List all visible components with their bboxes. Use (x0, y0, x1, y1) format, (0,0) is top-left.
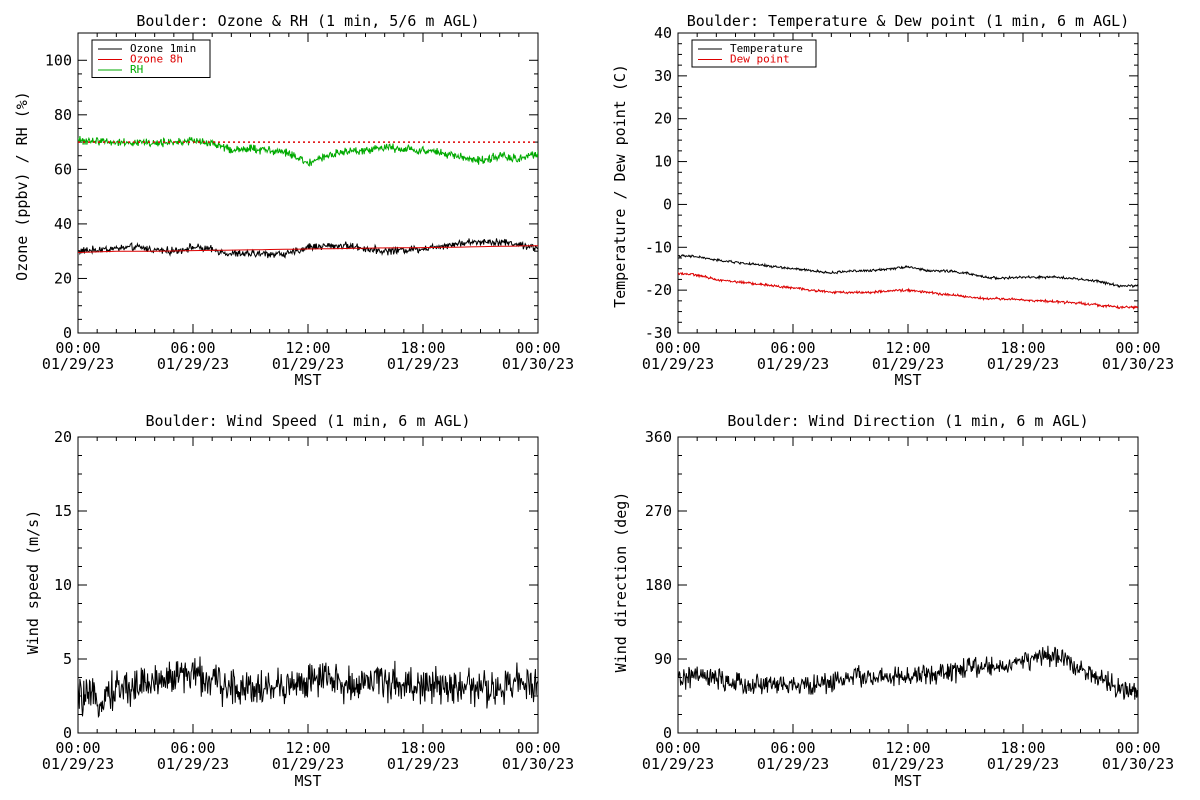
wdir-x-tick-date: 01/29/23 (757, 755, 829, 773)
wspd-x-tick-time: 06:00 (170, 739, 215, 757)
wind-speed-y-axis-label: Wind speed (m/s) (24, 510, 42, 655)
temp-x-tick-date: 01/29/23 (872, 355, 944, 373)
wspd-x-tick-time: 18:00 (400, 739, 445, 757)
wspd-y-tick-label: 15 (54, 502, 72, 520)
ozone-legend-label: RH (130, 63, 143, 76)
wspd-x-tick-date: 01/30/23 (502, 755, 574, 773)
temp-x-tick-date: 01/29/23 (642, 355, 714, 373)
temp-x-tick-time: 12:00 (885, 339, 930, 357)
ozone-x-tick-time: 12:00 (285, 339, 330, 357)
wdir-x-tick-date: 01/29/23 (987, 755, 1059, 773)
wdir-x-tick-time: 12:00 (885, 739, 930, 757)
ozone-y-tick-label: 80 (54, 106, 72, 124)
temp-x-tick-date: 01/29/23 (987, 355, 1059, 373)
wdir-x-tick-time: 18:00 (1000, 739, 1045, 757)
wspd-series-line-0 (78, 656, 538, 719)
wspd-x-tick-time: 00:00 (55, 739, 100, 757)
temp-x-tick-date: 01/30/23 (1102, 355, 1174, 373)
ozone-x-tick-date: 01/30/23 (502, 355, 574, 373)
ozone-x-tick-date: 01/29/23 (157, 355, 229, 373)
wspd-y-tick-label: 0 (63, 724, 72, 742)
wspd-y-tick-label: 10 (54, 576, 72, 594)
temp-y-tick-label: 0 (663, 195, 672, 213)
ozone-legend-label: Ozone 8h (130, 53, 183, 66)
wdir-x-tick-time: 06:00 (770, 739, 815, 757)
wspd-x-tick-date: 01/29/23 (42, 755, 114, 773)
temperature-dewpoint-y-axis-label: Temperature / Dew point (C) (611, 64, 629, 308)
temp-y-tick-label: -10 (645, 238, 672, 256)
ozone-rh-panel: Boulder: Ozone & RH (1 min, 5/6 m AGL) O… (13, 12, 574, 389)
temperature-dewpoint-title: Boulder: Temperature & Dew point (1 min,… (687, 12, 1130, 30)
wspd-x-tick-date: 01/29/23 (272, 755, 344, 773)
wind-direction-panel: Boulder: Wind Direction (1 min, 6 m AGL)… (612, 412, 1174, 790)
temperature-dewpoint-panel: Boulder: Temperature & Dew point (1 min,… (611, 12, 1174, 389)
ozone-rh-title: Boulder: Ozone & RH (1 min, 5/6 m AGL) (136, 12, 479, 30)
temp-legend-box (691, 39, 817, 68)
wdir-x-tick-date: 01/30/23 (1102, 755, 1174, 773)
ozone-x-tick-date: 01/29/23 (387, 355, 459, 373)
wind-speed-x-axis-label: MST (294, 772, 321, 790)
ozone-x-tick-time: 18:00 (400, 339, 445, 357)
temp-series-dew-point (678, 271, 1138, 310)
ozone-rh-y-axis-label: Ozone (ppbv) / RH (%) (13, 91, 31, 281)
ozone-x-tick-date: 01/29/23 (42, 355, 114, 373)
ozone-x-tick-time: 00:00 (55, 339, 100, 357)
temperature-dewpoint-x-axis-label: MST (894, 371, 921, 389)
ozone-y-tick-label: 100 (45, 51, 72, 69)
temp-x-tick-time: 18:00 (1000, 339, 1045, 357)
ozone-y-tick-label: 60 (54, 160, 72, 178)
wind-direction-title: Boulder: Wind Direction (1 min, 6 m AGL) (727, 412, 1088, 430)
wspd-x-tick-date: 01/29/23 (387, 755, 459, 773)
wspd-x-tick-date: 01/29/23 (157, 755, 229, 773)
ozone-x-tick-time: 00:00 (515, 339, 560, 357)
ozone-x-tick-time: 06:00 (170, 339, 215, 357)
wdir-y-tick-label: 360 (645, 428, 672, 446)
temp-x-tick-date: 01/29/23 (757, 355, 829, 373)
ozone-series-ozone-8h (78, 245, 538, 253)
temp-y-tick-label: 10 (654, 153, 672, 171)
wdir-y-tick-label: 90 (654, 650, 672, 668)
wdir-y-tick-label: 180 (645, 576, 672, 594)
wspd-y-tick-label: 20 (54, 428, 72, 446)
temp-y-tick-label: -30 (645, 324, 672, 342)
temp-y-tick-label: 40 (654, 24, 672, 42)
ozone-y-tick-label: 0 (63, 324, 72, 342)
wdir-x-tick-time: 00:00 (1115, 739, 1160, 757)
temp-legend-label: Dew point (730, 53, 790, 66)
wdir-x-tick-date: 01/29/23 (642, 755, 714, 773)
wdir-x-tick-time: 00:00 (655, 739, 700, 757)
ozone-legend-box (91, 39, 211, 78)
ozone-series-rh (78, 136, 538, 167)
temp-y-tick-label: -20 (645, 281, 672, 299)
wdir-series-line-0 (678, 645, 1138, 700)
temp-x-tick-time: 00:00 (1115, 339, 1160, 357)
temp-x-tick-time: 06:00 (770, 339, 815, 357)
wind-speed-panel: Boulder: Wind Speed (1 min, 6 m AGL) Win… (24, 412, 574, 790)
wspd-x-tick-time: 12:00 (285, 739, 330, 757)
wspd-x-tick-time: 00:00 (515, 739, 560, 757)
ozone-series-ozone-1min (78, 238, 538, 259)
temp-legend-label: Temperature (730, 42, 803, 55)
wdir-y-tick-label: 270 (645, 502, 672, 520)
wspd-y-tick-label: 5 (63, 650, 72, 668)
wind-direction-y-axis-label: Wind direction (deg) (612, 492, 630, 673)
wdir-x-tick-date: 01/29/23 (872, 755, 944, 773)
temp-y-tick-label: 30 (654, 67, 672, 85)
temp-series-temperature (678, 254, 1138, 289)
temp-x-tick-time: 00:00 (655, 339, 700, 357)
ozone-legend-label: Ozone 1min (130, 42, 196, 55)
temp-y-tick-label: 20 (654, 110, 672, 128)
temp-plot-frame (677, 32, 1139, 334)
wdir-y-tick-label: 0 (663, 724, 672, 742)
ozone-y-tick-label: 20 (54, 269, 72, 287)
ozone-rh-x-axis-label: MST (294, 371, 321, 389)
wind-direction-x-axis-label: MST (894, 772, 921, 790)
ozone-x-tick-date: 01/29/23 (272, 355, 344, 373)
ozone-y-tick-label: 40 (54, 215, 72, 233)
wind-speed-title: Boulder: Wind Speed (1 min, 6 m AGL) (145, 412, 470, 430)
